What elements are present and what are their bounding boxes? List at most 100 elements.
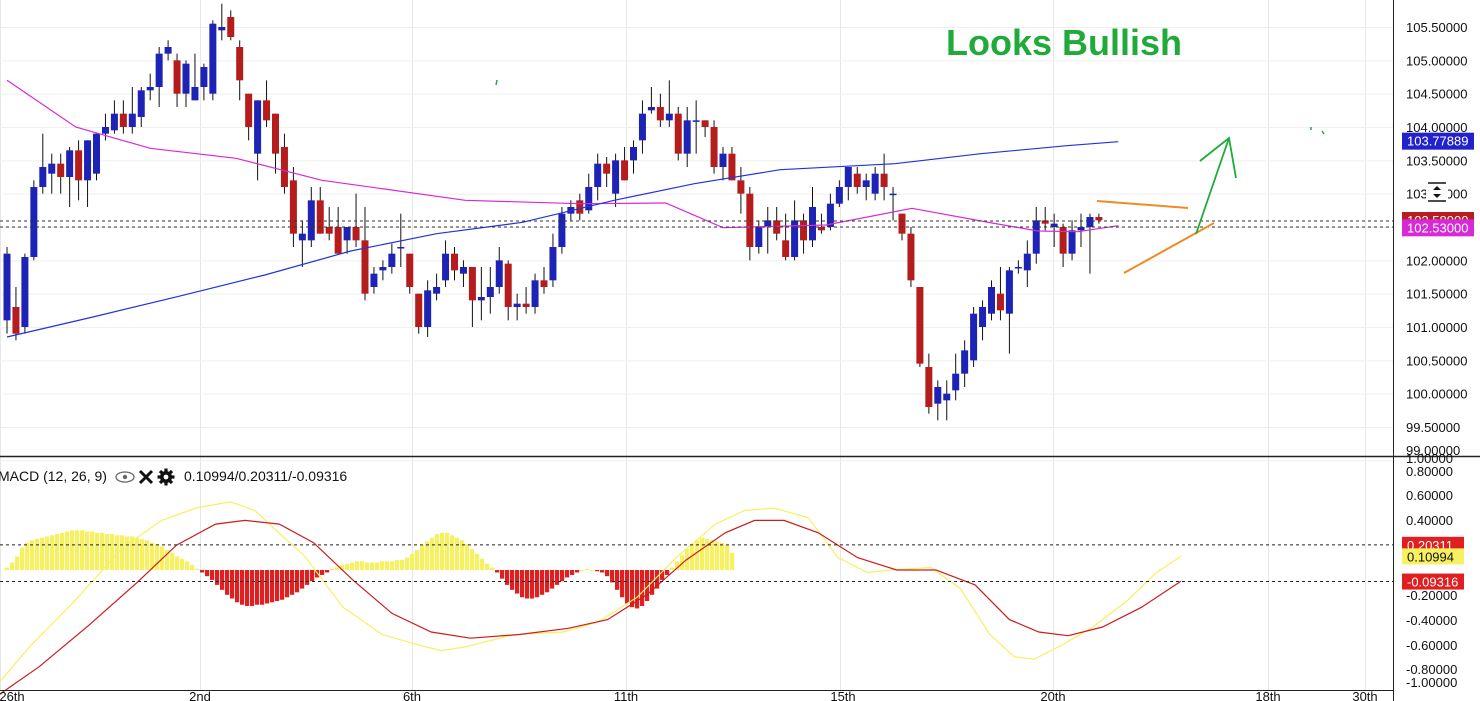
macd-histogram-bar (265, 570, 270, 604)
candle (1095, 213, 1103, 224)
candle-body (415, 293, 423, 327)
candle (93, 133, 100, 181)
macd-histogram-bar (725, 545, 730, 570)
candle-body (934, 387, 942, 404)
candle-body (254, 100, 262, 154)
candle (737, 167, 745, 214)
candle-body (468, 267, 476, 301)
macd-histogram-bar (370, 562, 375, 570)
macd-histogram-bar (500, 570, 505, 579)
bullish-arrow-shaft[interactable] (1195, 137, 1230, 235)
macd-histogram-bar (715, 541, 720, 570)
candle-body (245, 93, 253, 127)
date-tick-label: 2nd (189, 689, 211, 701)
candle (236, 40, 244, 101)
macd-histogram-bar (325, 570, 330, 573)
candle (307, 187, 315, 247)
candle (352, 193, 360, 247)
candle (442, 240, 450, 287)
candle-body (862, 180, 870, 187)
price-tick-label: 105.00000 (1406, 53, 1467, 68)
candle (415, 293, 423, 334)
candle-body (692, 120, 700, 122)
candle-body (925, 367, 933, 407)
macd-histogram-bar (140, 539, 145, 570)
macd-histogram-bar (595, 570, 600, 572)
macd-histogram-bar (475, 553, 480, 570)
price-tag-box (1402, 132, 1474, 150)
macd-histogram-bar (660, 570, 665, 580)
candle-body (227, 17, 235, 37)
macd-histogram-bar (730, 552, 735, 570)
macd-histogram-bar (295, 570, 300, 593)
macd-histogram-bar (205, 570, 210, 577)
macd-histogram-bar (670, 567, 675, 570)
candle (1077, 213, 1085, 247)
price-tick-label: 100.00000 (1406, 387, 1467, 402)
macd-histogram-bar (405, 557, 410, 570)
macd-histogram-bar (505, 570, 510, 585)
macd-histogram-bar (700, 537, 705, 570)
eye-icon[interactable] (115, 471, 135, 483)
candle-body (218, 27, 226, 31)
candle (513, 293, 521, 321)
candle (433, 273, 441, 301)
triangle-upper-line[interactable] (1096, 200, 1189, 209)
candle-body (800, 220, 808, 241)
triangle-lower-line[interactable] (1123, 222, 1215, 274)
macd-histogram-bar (235, 570, 240, 603)
macd-histogram-bar (395, 560, 400, 570)
candle-body (647, 107, 655, 111)
candle-body (719, 153, 727, 167)
candle (853, 167, 861, 194)
candle-body (791, 220, 799, 257)
macd-histogram-bar (80, 530, 85, 570)
macd-histogram-bar (390, 561, 395, 570)
date-tick-label: 18th (1255, 689, 1280, 701)
macd-tick-label: -0.40000 (1406, 613, 1457, 628)
candle (576, 193, 584, 221)
macd-histogram-bar (435, 534, 440, 570)
candle-body (970, 313, 978, 361)
macd-histogram-bar (15, 556, 20, 570)
candle (925, 353, 933, 414)
candle-body (656, 107, 664, 121)
macd-histogram-bar (665, 570, 670, 575)
macd-histogram-bar (655, 570, 660, 589)
candle-body (996, 293, 1004, 311)
candle-body (370, 273, 378, 287)
macd-histogram-bar (695, 540, 700, 570)
macd-histogram-bar (190, 565, 195, 570)
candle-body (916, 287, 924, 364)
candle-body (1050, 223, 1058, 227)
macd-histogram-bar (220, 570, 225, 590)
macd-histogram-bar (605, 570, 610, 577)
macd-histogram-bar (85, 531, 90, 570)
candle-body (630, 147, 637, 161)
candle (66, 147, 74, 207)
candle (630, 140, 637, 174)
candle-body (84, 140, 92, 181)
candle-body (75, 150, 83, 181)
candle-body (531, 280, 539, 307)
macd-histogram-bar (555, 570, 560, 585)
candle (862, 173, 870, 201)
macd-histogram-bar (415, 550, 420, 570)
candle-body (961, 350, 969, 374)
scale-handle-icon[interactable] (1426, 182, 1448, 202)
macd-histogram-bar (690, 543, 695, 570)
macd-histogram-bar (520, 570, 525, 598)
moving-averages (6, 79, 1119, 338)
macd-histogram-bar (110, 534, 115, 570)
candle (75, 140, 83, 201)
gear-icon[interactable] (157, 468, 175, 486)
candle (209, 20, 217, 101)
candle-body (1086, 217, 1094, 227)
macd-histogram-bar (430, 537, 435, 570)
candle (451, 247, 458, 281)
close-icon[interactable] (138, 469, 154, 485)
candle-body (621, 160, 629, 181)
macd-histogram-bar (180, 558, 185, 570)
candle (719, 147, 727, 181)
macd-histogram-bar (280, 570, 285, 600)
